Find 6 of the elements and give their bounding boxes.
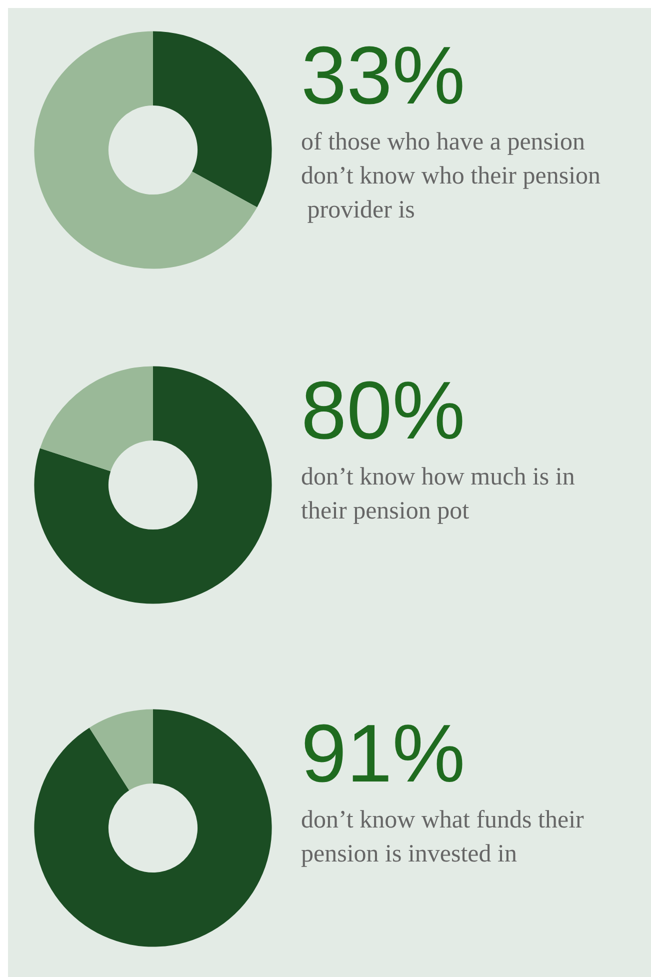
text: don’t know how much is in their pension pot bbox=[301, 464, 582, 524]
data-label: 33% bbox=[301, 30, 466, 122]
text: don’t know what funds their pension is invested in bbox=[301, 806, 590, 868]
text: of those who have a pension don’t know who their pension provider is bbox=[301, 128, 602, 224]
data-label: 91% bbox=[301, 708, 466, 800]
data-label: 80% bbox=[301, 366, 466, 456]
